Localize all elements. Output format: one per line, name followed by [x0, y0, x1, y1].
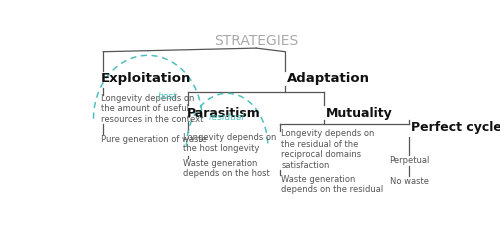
Text: host: host: [158, 92, 177, 102]
Text: Perpetual: Perpetual: [389, 156, 430, 165]
Text: Longevity depends on
the amount of useful
resources in the context: Longevity depends on the amount of usefu…: [101, 94, 204, 124]
Text: STRATEGIES: STRATEGIES: [214, 34, 298, 48]
Text: Parasitism: Parasitism: [186, 107, 260, 120]
Text: Exploitation: Exploitation: [101, 72, 192, 85]
Text: Waste generation
depends on the host: Waste generation depends on the host: [182, 159, 270, 178]
Text: Longevity depends on
the host longevity: Longevity depends on the host longevity: [182, 133, 276, 153]
Text: No waste: No waste: [390, 177, 429, 186]
Text: Adaptation: Adaptation: [287, 72, 370, 85]
Text: Waste generation
depends on the residual: Waste generation depends on the residual: [282, 175, 384, 194]
Text: Pure generation of waste: Pure generation of waste: [101, 135, 207, 144]
Text: Perfect cycle: Perfect cycle: [411, 121, 500, 134]
Text: Longevity depends on
the residual of the
reciprocal domains
satisfaction: Longevity depends on the residual of the…: [282, 129, 375, 169]
Text: Mutuality: Mutuality: [326, 107, 393, 120]
Text: residual: residual: [209, 113, 245, 122]
